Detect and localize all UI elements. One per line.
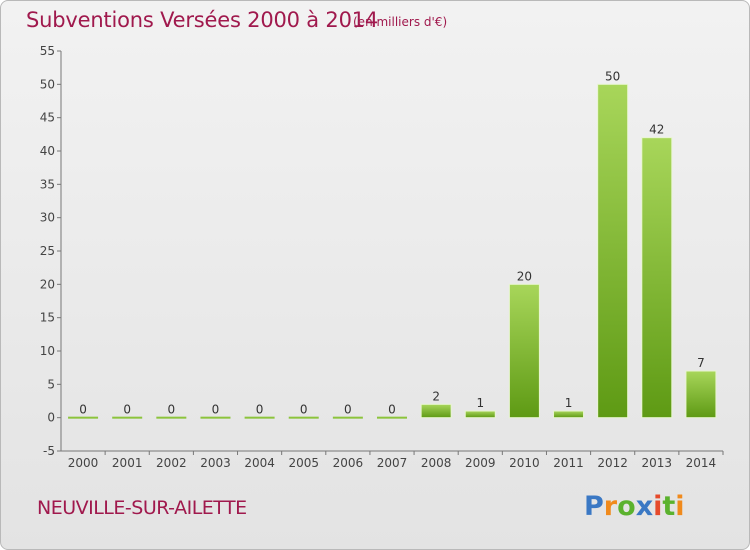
x-tick-label: 2010 — [509, 456, 540, 470]
commune-name: NEUVILLE-SUR-AILETTE — [37, 497, 247, 519]
bar — [244, 416, 275, 419]
bar — [464, 410, 496, 419]
x-tick-label: 2001 — [112, 456, 143, 470]
y-tick-label: 50 — [40, 77, 55, 91]
bar — [288, 416, 319, 419]
data-label: 1 — [565, 396, 573, 410]
data-label: 0 — [79, 403, 87, 417]
x-tick-label: 2008 — [421, 456, 452, 470]
x-tick-label: 2014 — [686, 456, 717, 470]
svg-text:Proxiti: Proxiti — [584, 491, 685, 522]
x-tick-label: 2005 — [288, 456, 319, 470]
bar — [332, 416, 363, 419]
data-label: 0 — [300, 403, 308, 417]
chart-title: Subventions Versées 2000 à 2014 — [26, 8, 379, 32]
x-tick-label: 2002 — [156, 456, 187, 470]
bar — [641, 137, 673, 419]
data-label: 0 — [344, 403, 352, 417]
x-tick-label: 2011 — [553, 456, 584, 470]
bar — [420, 403, 452, 419]
data-label: 0 — [388, 403, 396, 417]
y-tick-label: 0 — [47, 411, 55, 425]
x-tick-label: 2009 — [465, 456, 496, 470]
x-tick-label: 2000 — [68, 456, 99, 470]
bar — [377, 416, 407, 419]
data-label: 20 — [517, 269, 532, 283]
bar — [68, 416, 99, 419]
y-tick-label: -5 — [43, 444, 55, 458]
proxiti-logo: Proxiti — [584, 491, 685, 522]
x-tick-label: 2007 — [377, 456, 408, 470]
data-label: 7 — [697, 356, 705, 370]
data-label: 42 — [649, 123, 664, 137]
data-label: 1 — [476, 396, 484, 410]
x-tick-label: 2013 — [642, 456, 673, 470]
bar — [685, 370, 717, 419]
y-tick-label: 55 — [40, 44, 55, 58]
y-tick-label: 15 — [40, 311, 55, 325]
data-label: 0 — [168, 403, 176, 417]
bar — [508, 283, 540, 419]
bar — [112, 416, 143, 419]
y-tick-label: 30 — [40, 211, 55, 225]
bar — [156, 416, 187, 419]
data-label: 50 — [605, 69, 620, 83]
x-tick-label: 2012 — [597, 456, 628, 470]
data-label: 2 — [432, 389, 440, 403]
y-tick-label: 10 — [40, 344, 55, 358]
data-label: 0 — [123, 403, 131, 417]
chart-subtitle: (en milliers d'€) — [353, 15, 448, 29]
data-label: 0 — [256, 403, 264, 417]
x-tick-label: 2006 — [333, 456, 364, 470]
y-tick-label: 5 — [47, 377, 55, 391]
y-tick-label: 35 — [40, 177, 55, 191]
data-label: 0 — [212, 403, 220, 417]
y-tick-label: 20 — [40, 277, 55, 291]
y-tick-label: 40 — [40, 144, 55, 158]
bar — [597, 83, 629, 419]
bar — [553, 410, 585, 419]
x-tick-label: 2004 — [244, 456, 275, 470]
bar — [200, 416, 231, 419]
y-tick-label: 25 — [40, 244, 55, 258]
y-tick-label: 45 — [40, 111, 55, 125]
x-tick-label: 2003 — [200, 456, 231, 470]
